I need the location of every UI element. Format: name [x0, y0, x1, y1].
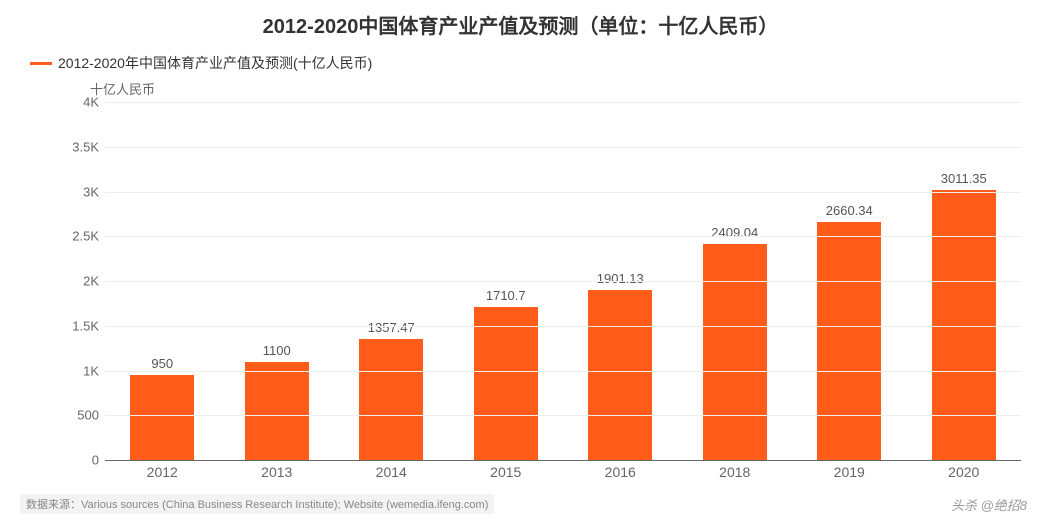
bar: [474, 307, 538, 460]
y-tick-label: 3K: [55, 184, 99, 199]
x-tick-label: 2014: [334, 464, 449, 480]
y-tick-label: 2K: [55, 274, 99, 289]
bar-value-label: 950: [105, 356, 220, 371]
bar-value-label: 1710.7: [449, 288, 564, 303]
grid-line: [105, 236, 1021, 237]
bar-value-label: 1357.47: [334, 320, 449, 335]
y-tick-label: 1K: [55, 363, 99, 378]
grid-line: [105, 326, 1021, 327]
grid-line: [105, 371, 1021, 372]
bar: [245, 362, 309, 460]
x-tick-label: 2015: [449, 464, 564, 480]
source-text: 数据来源：Various sources (China Business Res…: [20, 494, 494, 514]
legend: 2012-2020年中国体育产业产值及预测(十亿人民币): [30, 53, 1021, 73]
y-tick-label: 2.5K: [55, 229, 99, 244]
grid-line: [105, 281, 1021, 282]
bar: [588, 290, 652, 460]
x-tick-label: 2016: [563, 464, 678, 480]
bar-value-label: 2660.34: [792, 203, 907, 218]
x-axis-labels: 20122013201420152016201820192020: [105, 460, 1021, 488]
x-tick-label: 2013: [220, 464, 335, 480]
legend-swatch: [30, 62, 52, 65]
grid-line: [105, 192, 1021, 193]
bar-value-label: 3011.35: [907, 171, 1022, 186]
bar-value-label: 1100: [220, 343, 335, 358]
bar-value-label: 2409.04: [678, 225, 793, 240]
x-tick-label: 2018: [678, 464, 793, 480]
chart-title: 2012-2020中国体育产业产值及预测（单位：十亿人民币）: [20, 10, 1021, 39]
y-tick-label: 4K: [55, 95, 99, 110]
grid-line: [105, 415, 1021, 416]
bar: [703, 244, 767, 460]
y-tick-label: 3.5K: [55, 139, 99, 154]
y-tick-label: 500: [55, 408, 99, 423]
bar: [359, 339, 423, 460]
bar: [817, 222, 881, 460]
grid-line: [105, 102, 1021, 103]
legend-label: 2012-2020年中国体育产业产值及预测(十亿人民币): [58, 53, 372, 73]
y-tick-label: 1.5K: [55, 318, 99, 333]
grid-line: [105, 147, 1021, 148]
bar-value-label: 1901.13: [563, 271, 678, 286]
chart-container: 2012-2020中国体育产业产值及预测（单位：十亿人民币） 2012-2020…: [0, 0, 1041, 520]
bar: [130, 375, 194, 460]
x-tick-label: 2012: [105, 464, 220, 480]
plot-area: 9501100 1357.47 1710.7 1901.13 2409.04 2660.3…: [75, 102, 1021, 460]
y-tick-label: 0: [55, 453, 99, 468]
y-axis-unit: 十亿人民币: [90, 79, 1021, 98]
x-tick-label: 2019: [792, 464, 907, 480]
x-tick-label: 2020: [907, 464, 1022, 480]
watermark: 头杀 @绝招8: [951, 495, 1027, 514]
